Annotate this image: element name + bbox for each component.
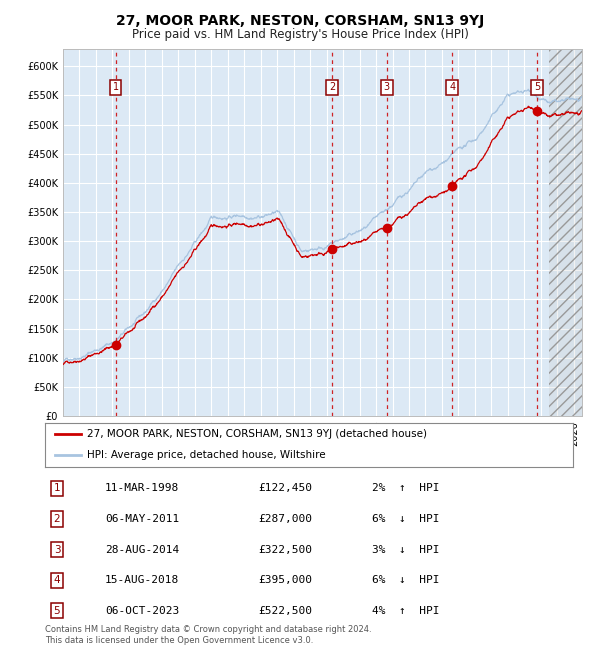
Text: 4: 4 — [449, 83, 455, 92]
Bar — [549, 49, 582, 416]
Text: HPI: Average price, detached house, Wiltshire: HPI: Average price, detached house, Wilt… — [87, 450, 326, 460]
Text: 3%  ↓  HPI: 3% ↓ HPI — [372, 545, 439, 554]
Text: 3: 3 — [383, 83, 390, 92]
Text: Contains HM Land Registry data © Crown copyright and database right 2024.: Contains HM Land Registry data © Crown c… — [45, 625, 371, 634]
Text: £122,450: £122,450 — [258, 484, 312, 493]
Text: 2%  ↑  HPI: 2% ↑ HPI — [372, 484, 439, 493]
Text: Price paid vs. HM Land Registry's House Price Index (HPI): Price paid vs. HM Land Registry's House … — [131, 28, 469, 41]
Text: This data is licensed under the Open Government Licence v3.0.: This data is licensed under the Open Gov… — [45, 636, 313, 645]
Text: £322,500: £322,500 — [258, 545, 312, 554]
Text: 15-AUG-2018: 15-AUG-2018 — [105, 575, 179, 585]
Text: 28-AUG-2014: 28-AUG-2014 — [105, 545, 179, 554]
Text: 4: 4 — [53, 575, 61, 585]
Text: 06-OCT-2023: 06-OCT-2023 — [105, 606, 179, 616]
Text: 5: 5 — [53, 606, 61, 616]
Text: 06-MAY-2011: 06-MAY-2011 — [105, 514, 179, 524]
Text: 11-MAR-1998: 11-MAR-1998 — [105, 484, 179, 493]
Text: 6%  ↓  HPI: 6% ↓ HPI — [372, 575, 439, 585]
Text: 6%  ↓  HPI: 6% ↓ HPI — [372, 514, 439, 524]
Text: 2: 2 — [329, 83, 335, 92]
Text: 27, MOOR PARK, NESTON, CORSHAM, SN13 9YJ (detached house): 27, MOOR PARK, NESTON, CORSHAM, SN13 9YJ… — [87, 430, 427, 439]
Text: £287,000: £287,000 — [258, 514, 312, 524]
Bar — [549, 49, 582, 416]
Text: £522,500: £522,500 — [258, 606, 312, 616]
Text: 27, MOOR PARK, NESTON, CORSHAM, SN13 9YJ: 27, MOOR PARK, NESTON, CORSHAM, SN13 9YJ — [116, 14, 484, 29]
Text: 4%  ↑  HPI: 4% ↑ HPI — [372, 606, 439, 616]
Text: £395,000: £395,000 — [258, 575, 312, 585]
Text: 1: 1 — [112, 83, 119, 92]
Text: 3: 3 — [53, 545, 61, 554]
Text: 2: 2 — [53, 514, 61, 524]
Text: 5: 5 — [534, 83, 540, 92]
Text: 1: 1 — [53, 484, 61, 493]
